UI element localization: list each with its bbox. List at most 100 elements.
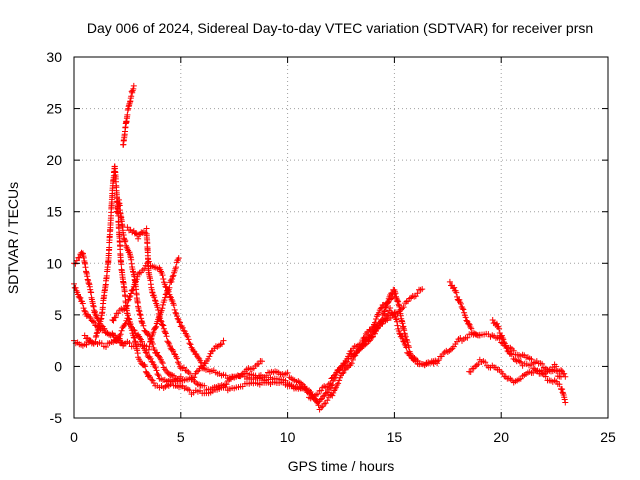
data-point (411, 355, 418, 361)
data-point (558, 367, 564, 374)
data-point (186, 387, 193, 394)
data-point (168, 378, 175, 385)
x-tick-label: 15 (387, 429, 403, 445)
data-point (126, 340, 133, 346)
data-point (151, 346, 158, 353)
ticks: 0 5 10 15 20 25 -5 0 5 10 15 20 25 30 (46, 49, 616, 445)
data-point (165, 288, 172, 295)
series-arc-e (120, 82, 137, 148)
x-tick-label: 0 (70, 429, 78, 445)
data-point (457, 300, 464, 307)
y-tick-label: -5 (50, 410, 63, 426)
data-point (172, 309, 179, 316)
data-point (128, 323, 134, 330)
data-point (158, 318, 165, 325)
y-tick-label: 0 (54, 358, 62, 374)
data-point (91, 319, 98, 326)
data-point (370, 333, 376, 340)
data-point (414, 357, 421, 364)
data-point (394, 318, 400, 325)
data-point (165, 339, 172, 346)
data-point (152, 364, 159, 371)
grid (74, 57, 608, 418)
data-point (465, 320, 472, 327)
data-point (379, 312, 386, 318)
data-point (145, 258, 152, 265)
data-point (377, 305, 384, 312)
data-point (501, 340, 508, 347)
data-point (93, 314, 100, 321)
data-point (169, 273, 176, 280)
data-point (496, 325, 503, 332)
data-point (186, 340, 193, 347)
data-point (396, 330, 403, 337)
data-point (152, 324, 159, 331)
data-point (121, 322, 128, 329)
data-point (518, 359, 525, 366)
x-tick-label: 25 (600, 429, 616, 445)
data-point (468, 325, 475, 332)
data-point (385, 311, 391, 318)
data-point (322, 400, 329, 407)
data-point (124, 224, 131, 231)
data-point (508, 351, 515, 358)
data-point (348, 360, 355, 367)
data-point (110, 317, 117, 324)
data-point (148, 376, 155, 383)
data-point (301, 383, 308, 390)
data-point (384, 300, 391, 306)
data-point (190, 347, 197, 354)
data-point (123, 242, 129, 249)
data-point (125, 297, 132, 304)
data-point (462, 314, 469, 321)
data-point (394, 322, 401, 329)
data-point (170, 272, 177, 279)
data-point (162, 283, 169, 290)
data-point (125, 320, 132, 327)
x-tick-label: 10 (280, 429, 296, 445)
series-arc-i (241, 286, 441, 413)
y-tick-label: 20 (46, 152, 62, 168)
y-tick-label: 30 (46, 49, 62, 65)
data-point (174, 355, 180, 362)
data-point (155, 310, 162, 317)
data-point (516, 358, 523, 365)
data-point (79, 300, 86, 307)
data-point (185, 336, 192, 343)
data-point (220, 337, 227, 344)
data-point (160, 301, 166, 308)
data-point (162, 330, 169, 337)
data-point (187, 341, 194, 348)
data-point (467, 369, 474, 375)
data-layer (71, 82, 569, 413)
data-point (149, 341, 156, 347)
data-point (88, 289, 95, 296)
series-arc-l (446, 278, 564, 380)
data-point (435, 357, 442, 364)
data-point (118, 327, 125, 334)
data-point (132, 230, 139, 237)
data-point (379, 320, 386, 327)
data-point (400, 304, 407, 311)
data-point (375, 309, 382, 316)
data-point (77, 294, 84, 301)
data-point (112, 314, 119, 321)
data-point (175, 255, 182, 262)
data-point (147, 355, 154, 362)
data-point (327, 380, 334, 387)
data-point (208, 348, 215, 355)
y-tick-label: 15 (46, 204, 62, 220)
data-point (160, 322, 167, 329)
data-point (162, 329, 169, 336)
data-point (130, 287, 137, 293)
data-point (510, 347, 517, 354)
data-point (173, 264, 179, 271)
data-point (528, 361, 535, 368)
data-point (130, 82, 137, 89)
data-point (317, 396, 324, 403)
series-arc-d (113, 196, 227, 385)
y-axis-label: SDTVAR / TECUs (5, 182, 21, 294)
data-point (135, 235, 142, 242)
data-point (198, 359, 205, 366)
data-point (223, 381, 230, 388)
